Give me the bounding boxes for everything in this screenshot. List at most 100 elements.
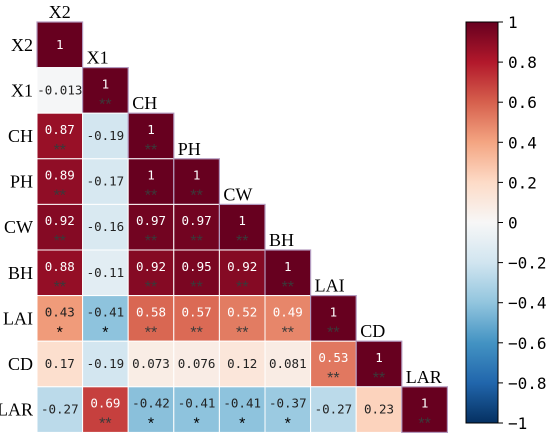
significance-stars: **	[327, 370, 339, 387]
significance-stars: **	[145, 233, 157, 250]
significance-stars: *	[148, 416, 154, 433]
cell-rect	[218, 249, 266, 297]
heatmap-cell: 0.49 **	[264, 295, 312, 342]
cell-rect	[82, 249, 129, 297]
heatmap-cell: 0.57 **	[173, 295, 220, 342]
heatmap-cell: -0.19	[82, 112, 129, 160]
cell-value: 0.95	[182, 259, 212, 274]
cell-rect	[264, 295, 312, 342]
significance-stars: **	[236, 279, 248, 296]
cell-value: -0.11	[87, 265, 125, 280]
cell-value: 0.076	[178, 356, 216, 371]
cell-value: 1	[147, 168, 155, 183]
cell-rect	[36, 340, 84, 388]
cell-value: 0.073	[132, 356, 170, 371]
cell-rect	[36, 67, 84, 114]
significance-stars: **	[190, 324, 202, 341]
cell-value: -0.41	[178, 396, 216, 411]
diagonal-cell: 1 **	[127, 112, 175, 160]
colorbar-tick-label: −1	[508, 414, 527, 433]
cell-value: 0.52	[227, 304, 257, 319]
row-label: X2	[11, 35, 33, 55]
significance-stars: **	[145, 142, 157, 159]
significance-stars: **	[54, 188, 66, 205]
significance-stars: **	[190, 279, 202, 296]
cell-value: -0.27	[315, 402, 353, 417]
heatmap-cell: 0.073	[127, 340, 175, 388]
significance-stars: **	[282, 279, 294, 296]
heatmap-cell: 0.89 **	[36, 158, 84, 205]
significance-stars: *	[285, 416, 291, 433]
cell-rect	[173, 203, 220, 251]
heatmap-cell: -0.41 *	[82, 295, 129, 342]
heatmap-cell: 0.076	[173, 340, 220, 388]
significance-stars: *	[193, 416, 199, 433]
cell-rect	[82, 203, 129, 251]
column-label: LAI	[315, 276, 345, 296]
colorbar-tick-label: −0.4	[508, 294, 547, 313]
cell-value: 0.23	[364, 402, 394, 417]
heatmap-cell: -0.013	[36, 67, 84, 114]
cell-value: 1	[56, 37, 64, 52]
significance-stars: **	[327, 324, 339, 341]
heatmap-cell: 0.92 **	[36, 203, 84, 251]
cell-value: 0.43	[45, 304, 75, 319]
heatmap-cell: 0.52 **	[218, 295, 266, 342]
heatmap-cell: 0.95 **	[173, 249, 220, 297]
significance-stars: **	[145, 279, 157, 296]
cell-value: 0.87	[45, 122, 75, 137]
cell-value: -0.27	[41, 402, 79, 417]
significance-stars: *	[102, 324, 108, 341]
cell-value: 1	[147, 122, 155, 137]
cell-rect	[36, 295, 84, 342]
column-label: CW	[223, 184, 252, 204]
row-label: LAR	[0, 400, 33, 420]
heatmap-cell: 0.12	[218, 340, 266, 388]
cell-value: -0.37	[269, 396, 307, 411]
cell-rect	[127, 249, 175, 297]
column-label: CD	[360, 321, 385, 341]
column-label: LAR	[406, 367, 442, 387]
diagonal-cell: 1 **	[264, 249, 312, 297]
cell-rect	[310, 386, 357, 433]
column-label: BH	[269, 230, 294, 250]
cell-rect	[401, 386, 448, 433]
colorbar-gradient	[465, 21, 499, 424]
heatmap-cell: -0.42 *	[127, 386, 175, 433]
cell-value: 0.49	[273, 304, 303, 319]
significance-stars: **	[282, 324, 294, 341]
colorbar-tick-label: 0.4	[508, 133, 537, 152]
heatmap-cell: 0.87 **	[36, 112, 84, 160]
row-label: LAI	[3, 308, 33, 328]
column-label: X2	[49, 2, 71, 22]
heatmap-cell: 0.58 **	[127, 295, 175, 342]
diagonal-cell: 1	[36, 21, 84, 69]
diagonal-cell: 1 **	[81, 66, 129, 114]
cell-value: -0.19	[87, 356, 125, 371]
significance-stars: **	[145, 324, 157, 341]
cell-value: 1	[421, 396, 429, 411]
heatmap-cell: -0.27	[36, 386, 84, 433]
heatmap-cell: 0.23	[355, 386, 403, 433]
significance-stars: **	[99, 96, 111, 113]
significance-stars: *	[57, 324, 63, 341]
heatmap-cell: 0.081	[264, 340, 312, 388]
cell-value: 1	[193, 168, 201, 183]
significance-stars: **	[236, 233, 248, 250]
row-label: CH	[8, 126, 33, 146]
heatmap-cell: -0.41 *	[173, 386, 220, 433]
significance-stars: **	[99, 416, 111, 433]
colorbar-tick-label: 0.6	[508, 93, 537, 112]
heatmap-cell: 0.88 **	[36, 249, 84, 297]
significance-stars: **	[418, 416, 430, 433]
cell-rect	[36, 249, 84, 297]
cell-rect	[36, 386, 84, 433]
significance-stars: **	[236, 324, 248, 341]
cell-value: 0.69	[90, 396, 120, 411]
cell-rect	[127, 112, 175, 160]
colorbar-tick-label: −0.6	[508, 334, 547, 353]
cell-value: -0.013	[37, 82, 82, 97]
cell-rect	[82, 158, 129, 205]
cell-value: 0.89	[45, 168, 75, 183]
heatmap-cell: -0.27	[310, 386, 357, 433]
